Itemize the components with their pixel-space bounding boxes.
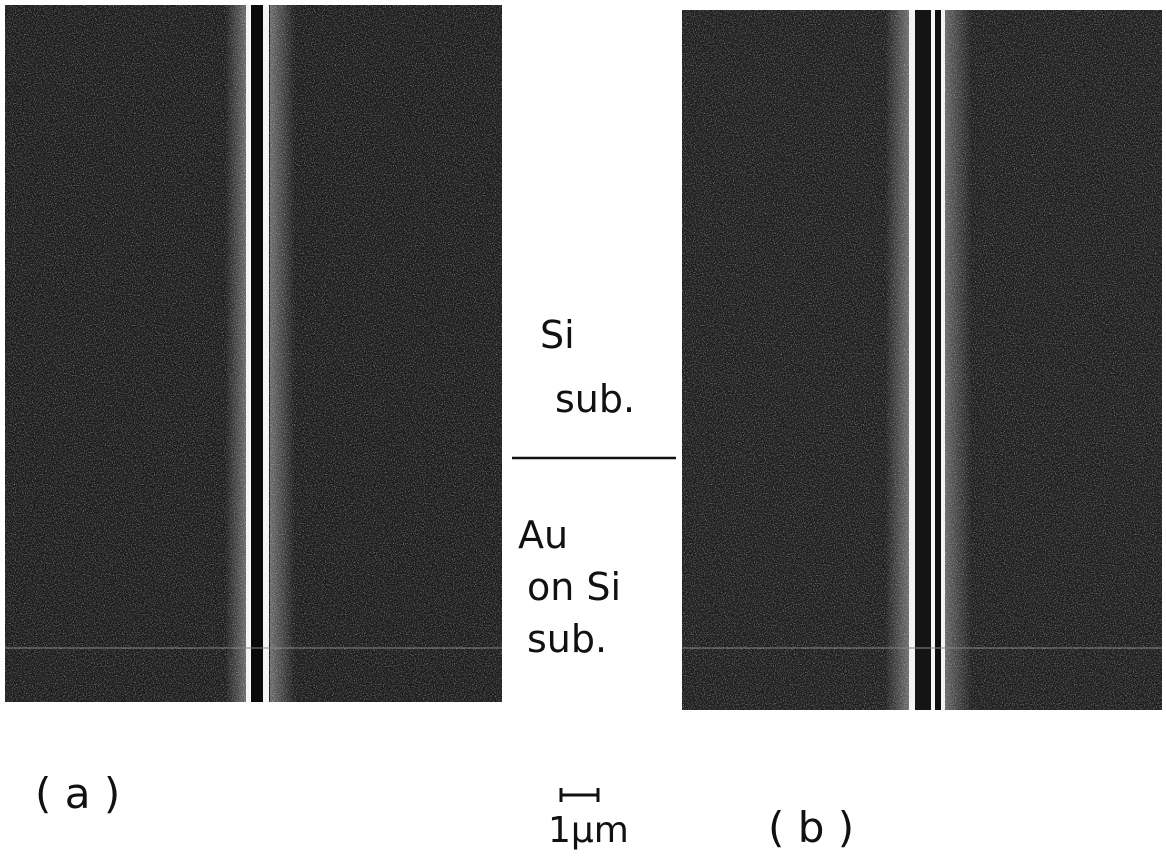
scale-bar-label: 1μm <box>548 810 629 851</box>
legend-upper-line: Si <box>540 313 575 357</box>
legend-lower-line: Au <box>518 513 568 557</box>
legend-upper-line: sub. <box>555 377 635 421</box>
figure: Si sub. Au on Si sub. ( a ) ( b ) 1μm <box>0 0 1166 858</box>
panel-label: ( a ) <box>35 769 120 818</box>
legend-lower-line: sub. <box>527 617 607 661</box>
sem-image-b <box>682 10 1162 710</box>
legend-lower-line: on Si <box>527 565 621 609</box>
scale-bar <box>561 788 598 802</box>
sem-image-a <box>5 5 502 702</box>
panel-label: ( b ) <box>768 803 854 852</box>
